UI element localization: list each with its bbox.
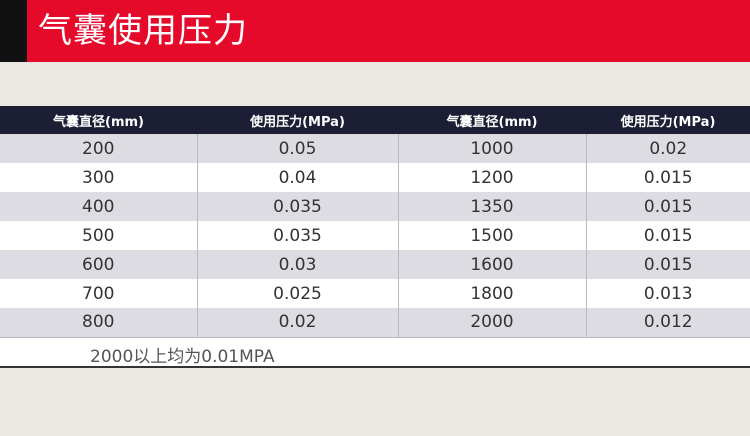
table-cell: 400 (0, 192, 198, 221)
table-cell: 0.05 (197, 134, 399, 163)
table-cell: 1000 (398, 134, 587, 163)
table-cell: 0.04 (197, 163, 399, 192)
table-row: 800 0.02 2000 0.012 (0, 308, 750, 338)
table-cell: 0.013 (586, 279, 750, 308)
table-header-row: 气囊直径(mm) 使用压力(MPa) 气囊直径(mm) 使用压力(MPa) (0, 106, 750, 134)
table-cell: 0.035 (197, 221, 399, 250)
table-row: 600 0.03 1600 0.015 (0, 250, 750, 279)
table-cell: 300 (0, 163, 198, 192)
table-cell: 200 (0, 134, 198, 163)
table-cell: 1800 (398, 279, 587, 308)
table-cell: 0.02 (197, 308, 399, 338)
table-row: 200 0.05 1000 0.02 (0, 134, 750, 163)
table-cell: 0.03 (197, 250, 399, 279)
table-cell: 0.015 (586, 250, 750, 279)
table-cell: 600 (0, 250, 198, 279)
table-row: 300 0.04 1200 0.015 (0, 163, 750, 192)
table-cell: 1600 (398, 250, 587, 279)
table-cell: 2000 (398, 308, 587, 338)
table-cell: 0.015 (586, 221, 750, 250)
pressure-table: 气囊直径(mm) 使用压力(MPa) 气囊直径(mm) 使用压力(MPa) 20… (0, 106, 750, 338)
table-note-row: 2000以上均为0.01MPA (0, 337, 750, 368)
title-banner: 气囊使用压力 (0, 0, 750, 62)
table-cell: 1350 (398, 192, 587, 221)
table-cell: 500 (0, 221, 198, 250)
page-title: 气囊使用压力 (38, 11, 248, 51)
header-pressure-2: 使用压力(MPa) (586, 106, 750, 134)
table-cell: 0.015 (586, 163, 750, 192)
table-cell: 1200 (398, 163, 587, 192)
header-pressure-1: 使用压力(MPa) (197, 106, 398, 134)
table-cell: 0.025 (197, 279, 399, 308)
table-row: 700 0.025 1800 0.013 (0, 279, 750, 308)
table-row: 400 0.035 1350 0.015 (0, 192, 750, 221)
table-cell: 0.035 (197, 192, 399, 221)
table-cell: 0.015 (586, 192, 750, 221)
table-cell: 0.012 (586, 308, 750, 338)
table-row: 500 0.035 1500 0.015 (0, 221, 750, 250)
table-cell: 800 (0, 308, 198, 338)
table-cell: 0.02 (586, 134, 750, 163)
table-cell: 700 (0, 279, 198, 308)
table-cell: 1500 (398, 221, 587, 250)
pressure-table-container: 气囊直径(mm) 使用压力(MPa) 气囊直径(mm) 使用压力(MPa) 20… (0, 106, 750, 368)
header-diameter-1: 气囊直径(mm) (0, 106, 197, 134)
header-diameter-2: 气囊直径(mm) (398, 106, 586, 134)
table-note: 2000以上均为0.01MPA (90, 346, 275, 367)
banner-accent-bar (0, 0, 27, 62)
